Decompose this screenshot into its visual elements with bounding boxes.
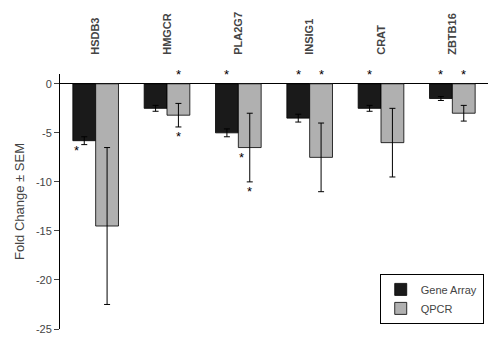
svg-text:*: * — [367, 67, 372, 82]
svg-text:-20: -20 — [36, 274, 52, 286]
svg-text:-5: -5 — [42, 127, 52, 139]
svg-text:*: * — [438, 67, 443, 82]
svg-text:*: * — [176, 129, 181, 144]
svg-text:-15: -15 — [36, 225, 52, 237]
svg-text:-25: -25 — [36, 323, 52, 335]
svg-text:HMGCR: HMGCR — [161, 13, 173, 55]
svg-text:*: * — [319, 67, 324, 82]
svg-text:*: * — [296, 67, 301, 82]
svg-text:*: * — [74, 143, 79, 158]
svg-text:*: * — [247, 184, 252, 199]
svg-text:ZBTB16: ZBTB16 — [446, 13, 458, 55]
svg-text:INSIG1: INSIG1 — [303, 19, 315, 55]
svg-text:*: * — [224, 67, 229, 82]
svg-text:Fold Change ± SEM: Fold Change ± SEM — [12, 143, 27, 260]
svg-text:HSDB3: HSDB3 — [89, 18, 101, 55]
svg-text:*: * — [461, 67, 466, 82]
svg-text:-10: -10 — [36, 176, 52, 188]
svg-text:Gene Array: Gene Array — [421, 284, 477, 296]
svg-text:*: * — [176, 67, 181, 82]
svg-text:CRAT: CRAT — [375, 25, 387, 55]
svg-text:PLA2G7: PLA2G7 — [232, 12, 244, 55]
svg-text:*: * — [239, 150, 244, 165]
svg-text:0: 0 — [46, 78, 52, 90]
svg-text:QPCR: QPCR — [421, 303, 453, 315]
